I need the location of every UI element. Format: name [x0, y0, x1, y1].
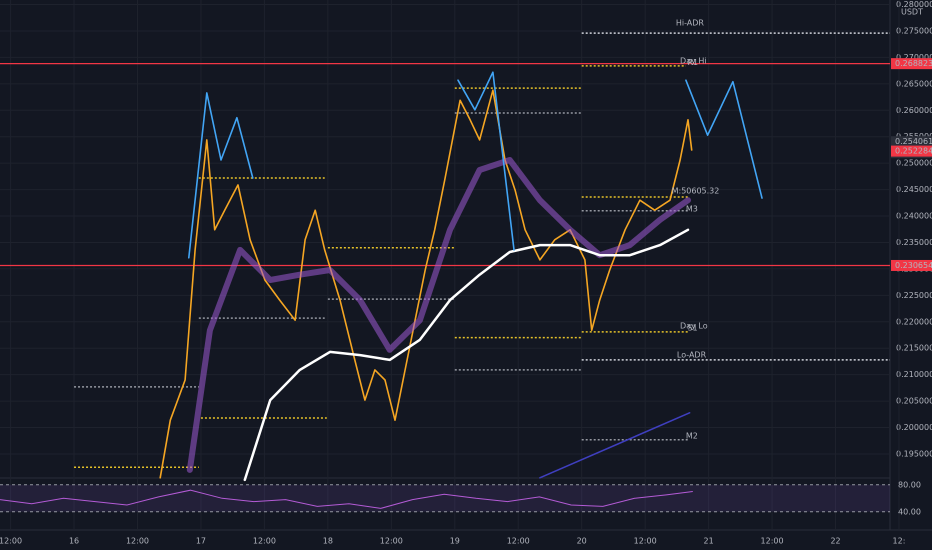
- series-line: [539, 412, 691, 479]
- annotation: S1: [687, 324, 697, 333]
- annotation: M2: [686, 432, 698, 441]
- price-badge-label: 0.252284: [895, 147, 932, 156]
- series-line: [457, 71, 515, 251]
- price-badge-label: 0.254061: [895, 137, 932, 146]
- x-tick-label: 17: [196, 537, 206, 546]
- price-badge-label: 0.230654: [895, 261, 932, 270]
- annotation: M:50605.32: [672, 187, 720, 196]
- price-badge: [891, 145, 932, 157]
- x-tick-label: 12:00: [0, 537, 22, 546]
- x-tick-label: 22: [830, 537, 840, 546]
- x-tick-label: 18: [323, 537, 333, 546]
- y-tick-label: 0.210000: [896, 370, 932, 379]
- price-badge: [891, 259, 932, 271]
- annotation: R1: [687, 58, 698, 67]
- annotation: Day Hi: [680, 57, 707, 66]
- series-line: [159, 89, 693, 479]
- annotation: Day Lo: [680, 322, 708, 331]
- series-line: [188, 92, 254, 259]
- x-tick-label: 12:: [893, 537, 906, 546]
- x-tick-label: 12:00: [507, 537, 530, 546]
- rsi-tick-label: 40.00: [898, 507, 921, 516]
- rsi-tick-label: 80.00: [898, 480, 921, 489]
- rsi-band: [0, 484, 890, 512]
- x-tick-label: 16: [69, 537, 79, 546]
- y-tick-label: 0.220000: [896, 317, 932, 326]
- annotation: Lo-ADR: [677, 351, 707, 360]
- y-tick-label: 0.225000: [896, 291, 932, 300]
- x-tick-label: 19: [450, 537, 460, 546]
- y-tick-label: 0.215000: [896, 344, 932, 353]
- y-tick-label: 0.245000: [896, 185, 932, 194]
- y-tick-label: 0.270000: [896, 53, 932, 62]
- y-tick-label: 0.250000: [896, 159, 932, 168]
- annotation: M3: [686, 205, 698, 214]
- y-tick-label: 0.260000: [896, 106, 932, 115]
- x-tick-label: 20: [577, 537, 587, 546]
- y-tick-label: 0.200000: [896, 423, 932, 432]
- series-line: [685, 79, 763, 199]
- x-tick-label: 12:00: [761, 537, 784, 546]
- series-line: [186, 157, 691, 473]
- y-tick-label: 0.275000: [896, 26, 932, 35]
- y-tick-label: 0.205000: [896, 397, 932, 406]
- price-badge: [891, 58, 932, 70]
- series-line: [243, 228, 690, 482]
- annotation: Hi-ADR: [676, 19, 705, 28]
- x-tick-label: 12:00: [253, 537, 276, 546]
- x-tick-label: 12:00: [380, 537, 403, 546]
- x-tick-label: 21: [704, 537, 714, 546]
- y-tick-label: 0.195000: [896, 449, 932, 458]
- y-tick-label: 0.235000: [896, 238, 932, 247]
- x-tick-label: 12:00: [634, 537, 657, 546]
- price-badge-label: 0.268823: [895, 59, 932, 68]
- y-tick-label: 0.265000: [896, 79, 932, 88]
- currency-label: USDT: [901, 8, 923, 17]
- x-tick-label: 12:00: [126, 537, 149, 546]
- y-tick-label: 0.280000: [896, 0, 932, 9]
- y-tick-label: 0.240000: [896, 212, 932, 221]
- rsi-line: [0, 489, 693, 509]
